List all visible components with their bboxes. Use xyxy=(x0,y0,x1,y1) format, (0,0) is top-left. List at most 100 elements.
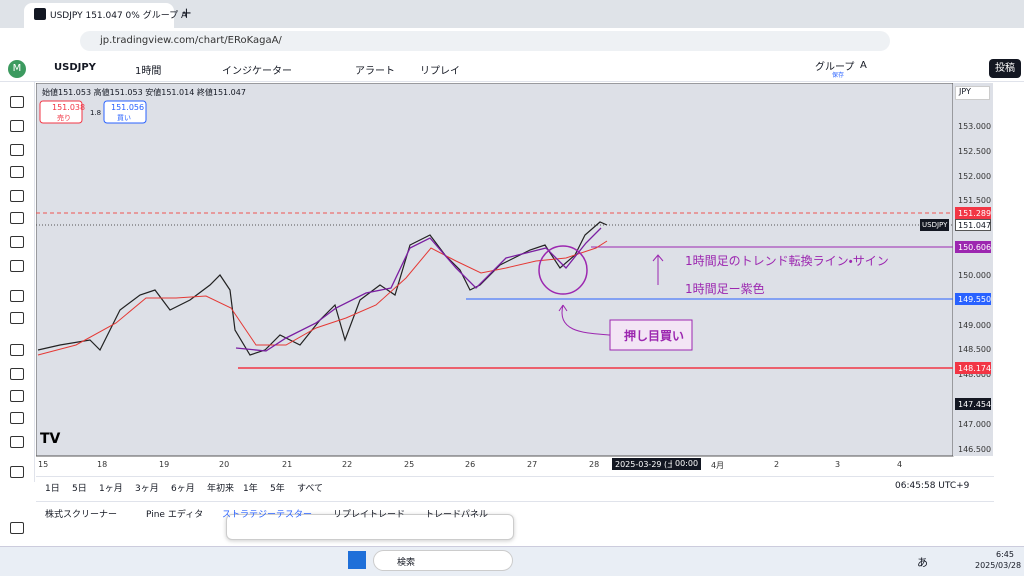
price-tick-label: 150.000 xyxy=(958,271,992,280)
range-button[interactable]: 1年 xyxy=(243,484,258,494)
crosshair-date: 2025-03-29 (土) xyxy=(612,458,682,470)
buy-button[interactable] xyxy=(103,100,147,124)
range-button[interactable]: 1ヶ月 xyxy=(99,484,123,494)
price-marker: 151.047 xyxy=(955,219,991,231)
tool-icon[interactable] xyxy=(10,260,24,272)
spread: 1.8 xyxy=(90,109,102,117)
time-tick-label: 28 xyxy=(589,460,600,469)
panel-tab[interactable]: ストラテジーテスター xyxy=(222,510,313,520)
buy-label: 買い xyxy=(117,114,131,122)
panel-tab[interactable]: 株式スクリーナー xyxy=(45,510,118,520)
layout-name[interactable]: グループ xyxy=(815,62,855,73)
toolbar xyxy=(0,56,1024,82)
time-tick-label: 4 xyxy=(897,460,903,469)
tool-icon[interactable] xyxy=(10,96,24,108)
publish[interactable]: 投稿 xyxy=(989,59,1021,78)
currency[interactable]: JPY xyxy=(955,86,990,100)
moving-average xyxy=(37,240,608,356)
range-button[interactable]: 5年 xyxy=(270,484,285,494)
tool-icon[interactable] xyxy=(10,166,24,178)
tab-title: USDJPY 151.047 0% グループ A xyxy=(50,11,188,21)
time-tick-label: 27 xyxy=(527,460,538,469)
interval[interactable]: 1時間 xyxy=(135,66,162,77)
panel-tab[interactable]: トレードパネル xyxy=(425,510,489,520)
tool-icon[interactable] xyxy=(10,190,24,202)
tool-icon[interactable] xyxy=(10,120,24,132)
search-box[interactable] xyxy=(373,550,513,571)
time-tick-label: 15 xyxy=(38,460,49,469)
sell-price: 151.038 xyxy=(52,103,86,112)
annotation: 1時間足のトレンド転換ライン・サイン xyxy=(685,254,889,268)
price-tick-label: 152.500 xyxy=(958,147,992,156)
search-text: 検索 xyxy=(397,558,416,568)
price-tick-label: 148.000 xyxy=(958,370,991,379)
ohlc: 始値151.053 高値151.053 安値151.014 終値151.047 xyxy=(42,88,246,97)
price-tick-label: 148.500 xyxy=(958,345,992,354)
up-arrow xyxy=(652,254,664,285)
tool-icon[interactable] xyxy=(10,522,24,534)
note-box xyxy=(609,319,693,351)
tab[interactable] xyxy=(24,3,174,28)
tool-icon[interactable] xyxy=(10,144,24,156)
avatar[interactable]: M xyxy=(8,60,26,78)
price-marker: 150.606 xyxy=(955,241,991,253)
curve-arrow xyxy=(558,304,611,336)
start-button[interactable] xyxy=(348,551,366,569)
annotation: 押し目買い xyxy=(624,329,685,343)
tool-icon[interactable] xyxy=(10,368,24,380)
sell-label: 売り xyxy=(57,114,71,122)
range-bar xyxy=(36,476,994,498)
price-tick-label: 149.000 xyxy=(958,321,992,330)
new-tab[interactable]: + xyxy=(181,6,192,21)
time-tick-label: 19 xyxy=(159,460,170,469)
clock-date: 2025/03/28 xyxy=(975,561,1022,570)
range-button[interactable]: 年初来 xyxy=(207,484,235,494)
price-marker: 148.174 xyxy=(955,362,991,374)
ime: あ xyxy=(917,556,928,569)
time-tick-label: 25 xyxy=(404,460,415,469)
range-button[interactable]: すべて xyxy=(297,484,324,494)
left-toolbar xyxy=(0,82,35,482)
range-button[interactable]: 6ヶ月 xyxy=(171,484,195,494)
range-button[interactable]: 1日 xyxy=(45,484,60,494)
tool-icon[interactable] xyxy=(10,390,24,402)
time-tick-label: 3 xyxy=(835,460,841,469)
url: jp.tradingview.com/chart/ERoKagaA/ xyxy=(100,35,282,46)
price-tick-label: 153.000 xyxy=(958,122,992,131)
indicators[interactable]: インジケーター xyxy=(222,66,292,77)
time-tick-label: 2 xyxy=(774,460,780,469)
url-box[interactable] xyxy=(80,31,890,51)
tool-icon[interactable] xyxy=(10,412,24,424)
price-series xyxy=(37,221,608,356)
time-tick-label: 22 xyxy=(342,460,353,469)
price-tick-label: 147.000 xyxy=(958,420,992,429)
chart: TV xyxy=(36,83,993,457)
panel-tab[interactable]: Pine エディタ xyxy=(146,510,204,520)
price-tick-label: 152.000 xyxy=(958,172,992,181)
tool-icon[interactable] xyxy=(10,344,24,356)
range-button[interactable]: 5日 xyxy=(72,484,87,494)
tool-icon[interactable] xyxy=(10,290,24,302)
price-marker: 151.289 xyxy=(955,207,991,219)
tv-logo: TV xyxy=(40,431,61,447)
tool-icon[interactable] xyxy=(10,312,24,324)
time-tick-label: 18 xyxy=(97,460,108,469)
range-button[interactable]: 3ヶ月 xyxy=(135,484,159,494)
time-tick-label: 4月 xyxy=(711,461,725,470)
annotation: 1時間足ー紫色 xyxy=(685,282,765,296)
tool-icon[interactable] xyxy=(10,466,24,478)
price-marker: 149.550 xyxy=(955,293,991,305)
replay[interactable]: リプレイ xyxy=(420,66,460,77)
tool-icon[interactable] xyxy=(10,212,24,224)
symbol[interactable]: USDJPY xyxy=(54,62,96,73)
clock-time: 6:45 xyxy=(996,550,1014,559)
time-tick-label: 21 xyxy=(282,460,293,469)
sell-button[interactable] xyxy=(39,100,83,124)
alert[interactable]: アラート xyxy=(355,66,395,77)
panel-tab[interactable]: リプレイトレード xyxy=(333,510,406,520)
crosshair-time: 00:00 xyxy=(672,458,702,470)
tool-icon[interactable] xyxy=(10,236,24,248)
tool-icon[interactable] xyxy=(10,436,24,448)
time-tick-label: 26 xyxy=(465,460,476,469)
